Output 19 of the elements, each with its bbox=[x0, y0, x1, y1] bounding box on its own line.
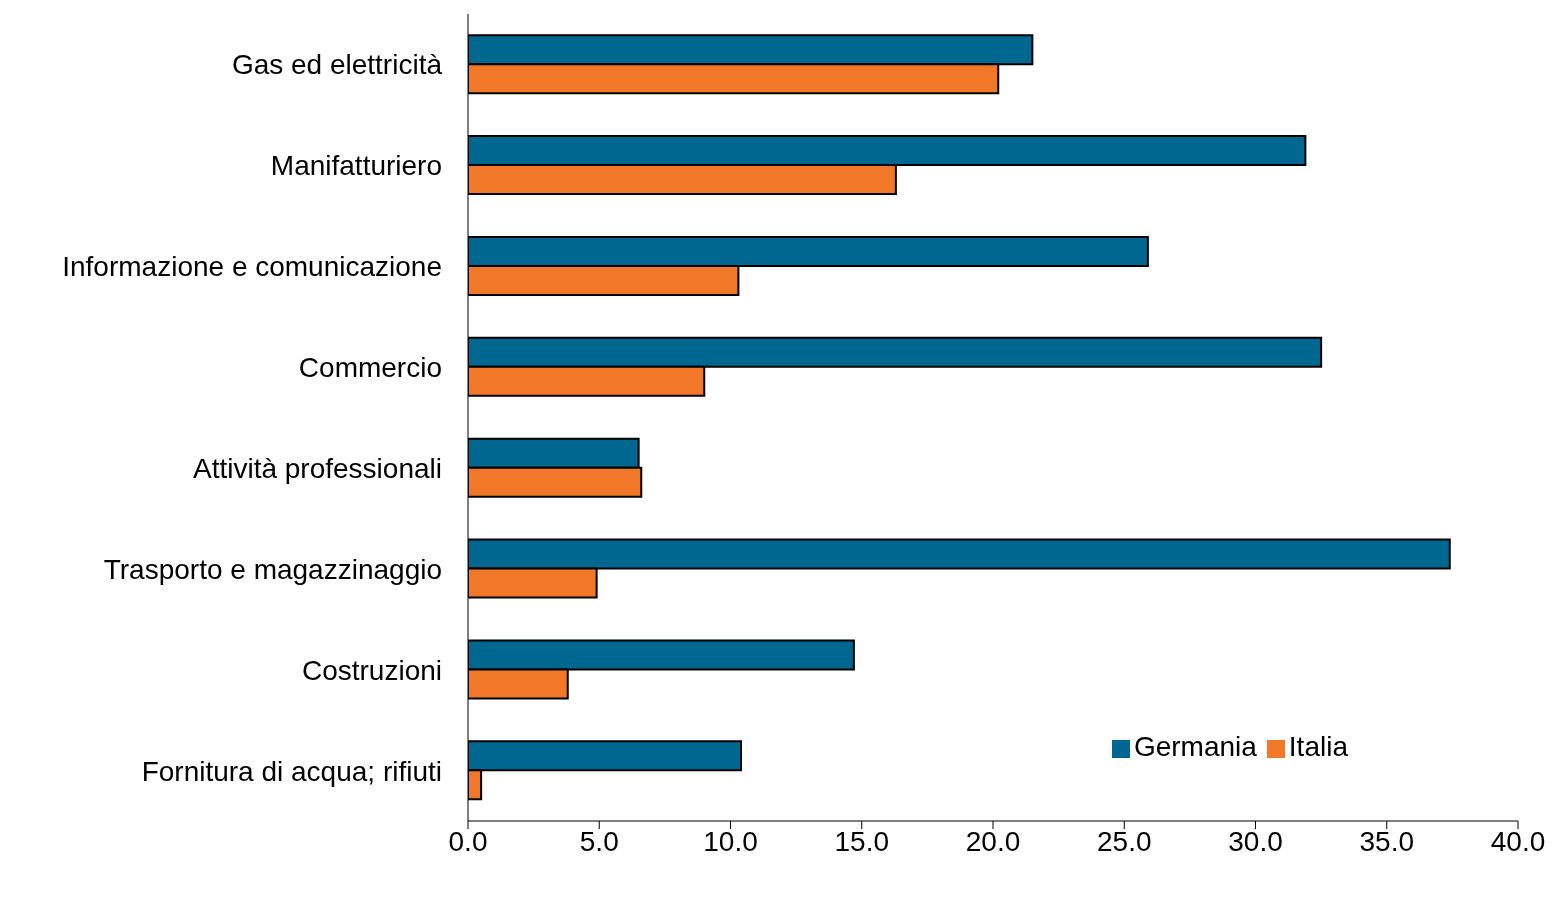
x-tick-label: 35.0 bbox=[1359, 825, 1414, 857]
y-tick-label: Commercio bbox=[298, 352, 442, 383]
y-tick-label: Costruzioni bbox=[301, 654, 442, 686]
x-tick-label: 30.0 bbox=[1228, 825, 1283, 857]
y-tick-label: Manifatturiero bbox=[270, 150, 442, 182]
x-tick-label: 20.0 bbox=[965, 825, 1021, 857]
legend-label: Italia bbox=[1288, 731, 1348, 762]
y-tick-label: Trasporto e magazzinaggio bbox=[103, 553, 442, 585]
x-tick-label: 5.0 bbox=[579, 825, 619, 857]
x-tick-label: 10.0 bbox=[703, 825, 758, 857]
x-tick-label: 40.0 bbox=[1490, 825, 1546, 857]
legend-label: Germania bbox=[1133, 731, 1257, 762]
y-tick-label: Informazione e comunicazione bbox=[62, 251, 442, 283]
y-tick-label: Attività professionali bbox=[192, 452, 442, 484]
y-tick-label: Gas ed elettricità bbox=[231, 49, 443, 81]
x-tick-label: 25.0 bbox=[1097, 825, 1152, 857]
y-tick-label: Fornitura di acqua; rifiuti bbox=[141, 755, 442, 787]
x-tick-label: 0.0 bbox=[448, 825, 488, 857]
x-tick-label: 15.0 bbox=[834, 825, 889, 857]
